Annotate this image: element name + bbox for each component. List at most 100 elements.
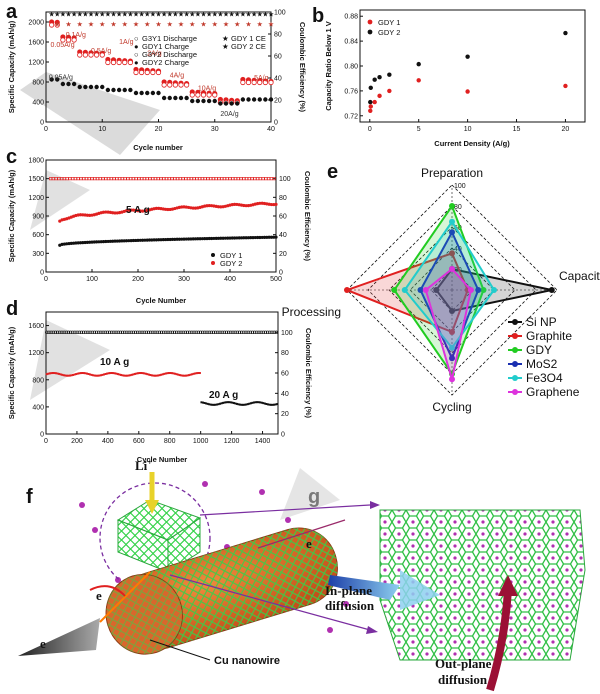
ce-point [176, 177, 180, 181]
ce-point [189, 177, 193, 181]
series-0-point [265, 235, 269, 239]
electron-label-3: e [306, 536, 312, 551]
ce-point [84, 177, 89, 181]
series-0-point [108, 239, 112, 243]
gdy2-ce-point: ★ [212, 21, 218, 29]
ce-point [145, 177, 149, 181]
ce-point [265, 330, 270, 335]
legend-symbol [512, 375, 518, 381]
grey-band-c [30, 170, 90, 230]
y-tick-label: 0.76 [344, 88, 358, 95]
series-1-point [563, 30, 568, 36]
gdy2-ce-point: ★ [88, 21, 94, 29]
ce-point [71, 330, 75, 335]
series-0-point [65, 242, 69, 246]
radar-tick-label: 40 [454, 246, 462, 253]
gdy1-ce-point: ★ [268, 11, 274, 19]
series-1-point [219, 205, 223, 209]
series-1-point [104, 210, 108, 214]
legend-symbol: ● [134, 58, 139, 67]
series-0-point [65, 374, 68, 377]
series-1-point [154, 206, 158, 210]
series-1-point [265, 402, 268, 405]
series-0-point [267, 235, 271, 239]
series-0-point [146, 373, 149, 376]
legend-label: Graphene [526, 385, 580, 399]
x-tick-label: 10 [464, 126, 472, 133]
ce-point [112, 177, 116, 181]
series-0-point [160, 373, 163, 376]
legend-symbol [512, 347, 518, 353]
diagram-g: In-plane diffusion Out-plane diffusion [325, 509, 586, 692]
legend-label: GDY 2 [378, 28, 400, 37]
ce-point [125, 330, 129, 335]
series-0-point [59, 373, 62, 376]
lithium-dots [79, 481, 349, 633]
series-1-point [232, 402, 235, 405]
series-0-point [210, 236, 214, 241]
series-0-point [113, 239, 117, 243]
out-plane-arrowhead [498, 575, 518, 596]
ce-point [274, 330, 278, 335]
gdy1-ce-point: ★ [82, 11, 88, 19]
ce-point [242, 330, 246, 335]
x-tick-label: 20 [562, 126, 570, 133]
series-0-point [226, 236, 230, 240]
series-0-point [158, 374, 161, 377]
ce-point [164, 330, 168, 335]
ce-point [76, 177, 80, 181]
series-0-point [133, 372, 136, 375]
ce-point [245, 177, 249, 181]
ce-point [47, 330, 51, 335]
legend-symbol [512, 319, 518, 325]
x-tick-label: 5 [417, 126, 421, 133]
x-tick-label: 400 [102, 438, 114, 445]
series-0-point [67, 241, 71, 246]
ce-point [198, 330, 203, 335]
ce-point [58, 330, 62, 335]
radar-point [344, 287, 350, 293]
series-0-point [144, 372, 147, 375]
legend-symbol [367, 19, 373, 25]
panel-letter-a: a [6, 1, 18, 23]
y2-tick-label: 0 [274, 120, 278, 127]
series-1-point [228, 401, 231, 404]
chart-c: 0 100 200 300 400 500030060090012001500180002… [7, 158, 312, 306]
ce-point [224, 330, 229, 335]
series-0-point [157, 374, 160, 377]
legend-label: GDY [526, 343, 552, 357]
ce-point [60, 330, 64, 335]
ce-point [112, 330, 116, 335]
ce-point [156, 177, 160, 181]
radar-point [422, 287, 429, 293]
gdy1-ce-point: ★ [172, 11, 178, 19]
ce-point [157, 330, 162, 335]
series-0-point [262, 235, 267, 239]
gdy2-charge-point [110, 59, 117, 66]
series-0-point [154, 238, 158, 242]
series-0-point [122, 239, 126, 243]
connector-top [199, 504, 371, 516]
series-0-point [147, 373, 150, 376]
mesh-cube [116, 499, 202, 573]
chart-e-radar: 20 40 60 80 100 Preparation Capacity Cycling Pro… [282, 166, 600, 414]
series-0-point [186, 374, 189, 377]
gdy2-charge-point [189, 92, 195, 98]
series-0-point [115, 239, 119, 243]
y2-tick-label: 0 [281, 432, 285, 439]
ce-point [103, 330, 107, 335]
series-1-point [246, 403, 249, 406]
gdy1-discharge-point [88, 84, 94, 90]
nanowire-end-mesh [106, 574, 183, 655]
legend-symbol: ★ [222, 42, 229, 51]
series-0-point [150, 238, 154, 242]
series-0-point [194, 372, 197, 375]
grey-band-f [280, 468, 340, 520]
series-0-point [124, 239, 129, 243]
cu-nanowire [105, 527, 338, 655]
gdy2-charge-point [206, 92, 212, 98]
gdy2-charge-point [240, 79, 246, 86]
gdy1-ce-point: ★ [99, 11, 105, 19]
rate-label: 5A/g [254, 75, 269, 82]
xlabel-a: Cycle number [133, 143, 183, 152]
